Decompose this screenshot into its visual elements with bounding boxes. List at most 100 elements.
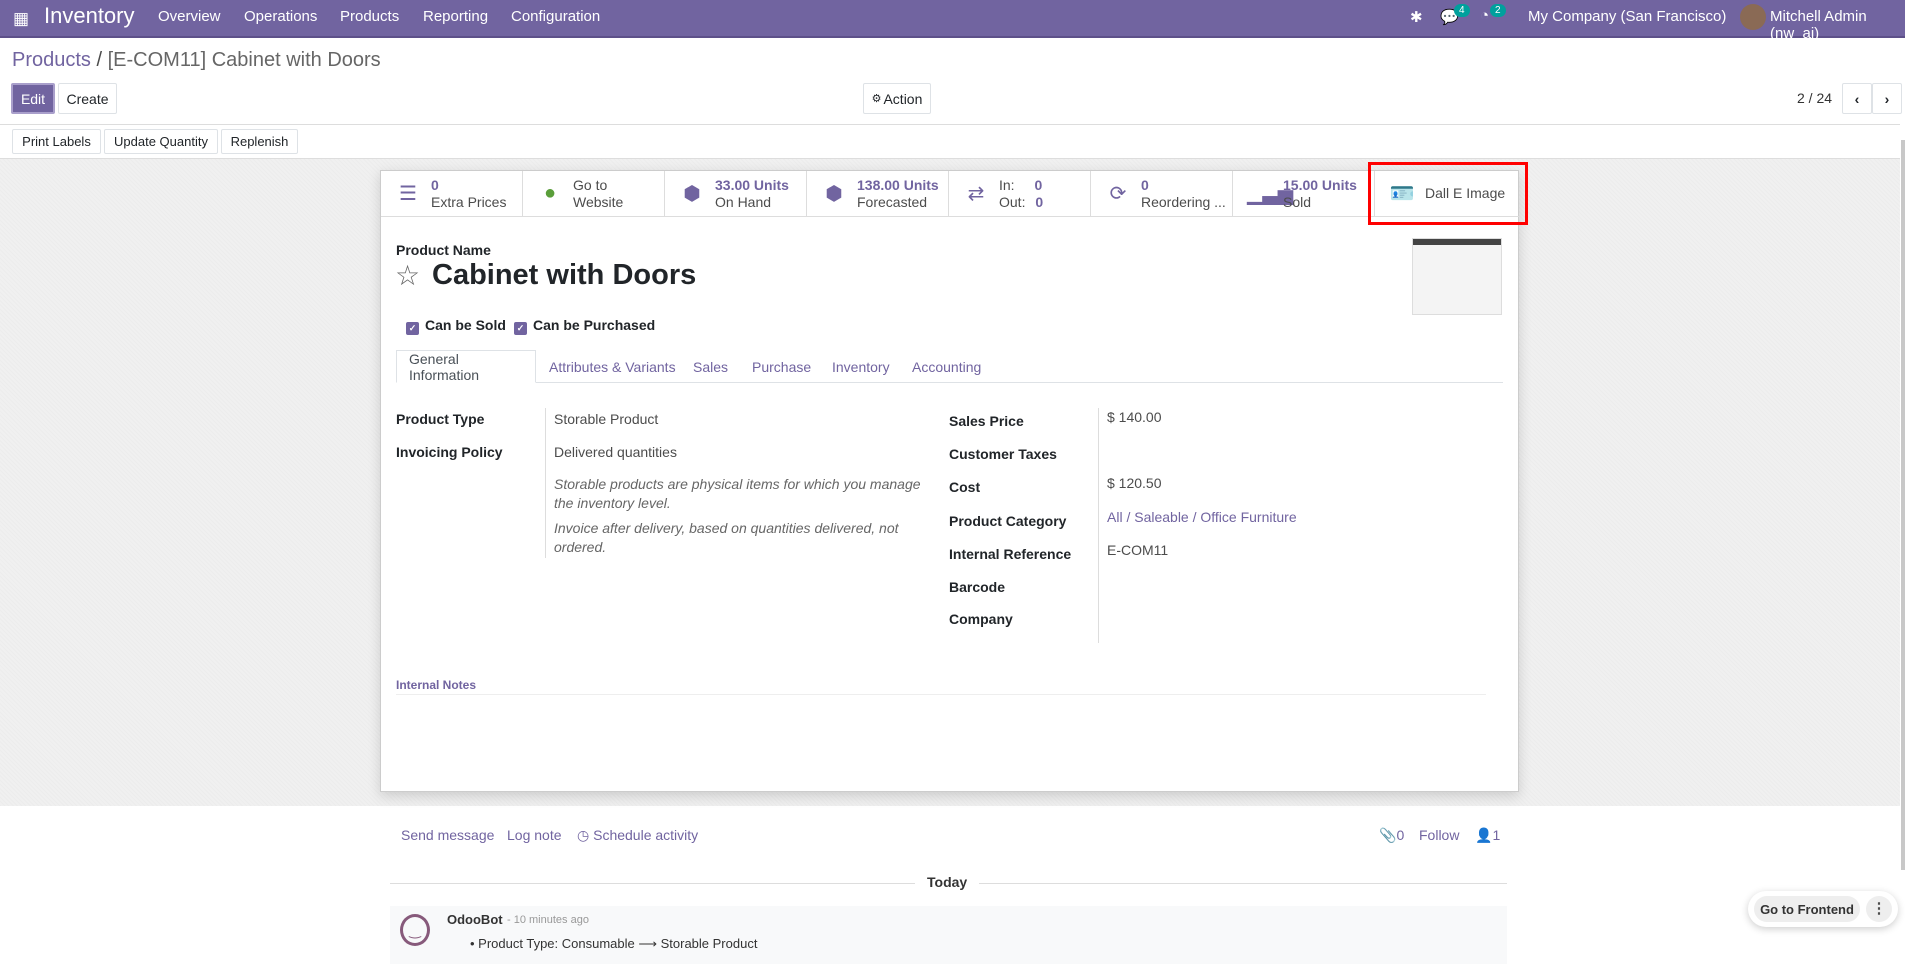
messages-badge: 4 [1454,4,1470,17]
follow-button[interactable]: Follow [1419,827,1460,843]
scrollbar[interactable] [1901,140,1905,870]
frontend-widget: Go to Frontend ⋮ [1748,891,1898,927]
breadcrumb: Products / [E-COM11] Cabinet with Doors [12,49,381,71]
field-divider [1098,408,1099,643]
app-name[interactable]: Inventory [44,3,135,28]
pager-next-button[interactable]: › [1872,83,1902,114]
tab-accounting[interactable]: Accounting [912,358,982,375]
debug-bug-icon[interactable]: ✱ [1410,9,1423,26]
field-value[interactable]: $ 140.00 [1107,409,1162,425]
message-item: ‿ OdooBot - 10 minutes ago • Product Typ… [390,906,1507,964]
log-note-button[interactable]: Log note [507,827,562,843]
tab-purchase[interactable]: Purchase [752,358,812,375]
invoicing-policy-help: Invoice after delivery, based on quantit… [554,520,899,555]
user-avatar[interactable] [1740,4,1766,30]
cubes-icon: ⬢ [825,183,843,205]
product-name-label: Product Name [396,242,491,258]
highlight-box [1368,162,1528,225]
more-options-icon[interactable]: ⋮ [1866,896,1892,922]
stat-in-out[interactable]: ⇄ In: 0 Out: 0 [949,171,1091,217]
print-labels-button[interactable]: Print Labels [12,129,101,154]
menu-overview[interactable]: Overview [158,8,221,25]
attachments-button[interactable]: 📎0 [1379,827,1405,843]
form-sheet: ☰ 0 Extra Prices ● Go to Website ⬢ 33.00 Unit… [380,170,1520,792]
can-be-sold-checkbox[interactable]: ✓ Can be Sold [406,317,506,335]
product-image[interactable] [1412,238,1502,315]
field-value[interactable]: E-COM11 [1107,542,1169,558]
stat-dall-e-image[interactable]: 🪪 Dall E Image [1375,171,1520,217]
message-tracking: • Product Type: Consumable ⟶ Storable Pr… [470,936,758,951]
chevron-left-icon: ‹ [1854,90,1860,107]
invoicing-policy-label: Invoicing Policy [396,444,503,460]
tab-general-information[interactable]: General Information [396,350,536,383]
edit-button[interactable]: Edit [11,83,55,114]
field-label: Company [949,611,1013,627]
activities-badge: 2 [1490,4,1506,17]
can-be-purchased-checkbox[interactable]: ✓ Can be Purchased [514,317,655,335]
field-label: Customer Taxes [949,446,1057,462]
refresh-icon: ⟳ [1109,183,1127,205]
check-icon: ✓ [514,322,527,335]
product-name: Cabinet with Doors [432,259,697,291]
product-type-help: Storable products are physical items for… [554,476,921,511]
today-label: Today [915,874,980,890]
action-button[interactable]: ⚙ Action [863,83,931,114]
list-icon: ☰ [399,183,417,205]
stat-go-to-website[interactable]: ● Go to Website [523,171,665,217]
check-icon: ✓ [406,322,419,335]
field-value[interactable]: All / Saleable / Office Furniture [1107,509,1297,525]
message-time: - 10 minutes ago [507,914,589,926]
field-label: Product Category [949,513,1067,529]
update-quantity-button[interactable]: Update Quantity [104,129,218,154]
breadcrumb-products[interactable]: Products [12,49,91,71]
tabs-border [396,382,1503,383]
stat-forecasted[interactable]: ⬢ 138.00 Units Forecasted [807,171,949,217]
stat-reordering[interactable]: ⟳ 0 Reordering ... [1091,171,1233,217]
go-to-frontend-button[interactable]: Go to Frontend [1754,896,1860,922]
paperclip-icon: 📎 [1379,827,1397,843]
pager-previous-button[interactable]: ‹ [1842,83,1872,114]
breadcrumb-current: [E-COM11] Cabinet with Doors [107,49,381,71]
menu-configuration[interactable]: Configuration [511,8,601,25]
menu-operations[interactable]: Operations [244,8,318,25]
field-label: Sales Price [949,413,1024,429]
divider [0,124,1900,125]
send-message-button[interactable]: Send message [401,827,495,843]
field-label: Internal Reference [949,546,1072,562]
field-value[interactable]: $ 120.50 [1107,475,1162,491]
invoicing-policy-value[interactable]: Delivered quantities [554,444,677,460]
signal-icon: ▁▃▅ [1247,183,1294,205]
product-type-value[interactable]: Storable Product [554,411,659,427]
globe-icon: ● [543,182,557,204]
replenish-button[interactable]: Replenish [221,129,298,154]
field-label: Barcode [949,579,1006,595]
activities-icon[interactable]: ◔ [1480,7,1490,24]
user-menu[interactable]: Mitchell Admin (nw_ai) [1770,8,1867,42]
tab-sales[interactable]: Sales [693,358,729,375]
clock-icon: ◷ [577,827,590,843]
cubes-icon: ⬢ [683,183,701,205]
stat-sold[interactable]: ▁▃▅ 15.00 Units Sold [1233,171,1375,217]
odoobot-avatar: ‿ [400,914,430,946]
menu-products[interactable]: Products [340,8,400,25]
id-card-icon: 🪪 [1389,183,1415,205]
stat-extra-prices[interactable]: ☰ 0 Extra Prices [381,171,523,217]
product-type-label: Product Type [396,411,485,427]
schedule-activity-button[interactable]: ◷ Schedule activity [577,827,699,843]
field-label: Cost [949,479,981,495]
stat-on-hand[interactable]: ⬢ 33.00 Units On Hand [665,171,807,217]
apps-menu-icon[interactable]: ▦ [13,9,30,28]
divider [396,694,1486,695]
user-icon: 👤 [1475,827,1493,843]
menu-reporting[interactable]: Reporting [423,8,489,25]
top-navbar: ▦ Inventory Overview Operations Products… [0,0,1905,42]
tab-inventory[interactable]: Inventory [832,358,890,375]
followers-button[interactable]: 👤1 [1475,827,1501,843]
create-button[interactable]: Create [58,83,117,114]
gear-icon: ⚙ [871,93,882,105]
company-switcher[interactable]: My Company (San Francisco) [1528,8,1727,25]
pager-value: 2 / 24 [1797,90,1833,106]
favorite-star-icon[interactable]: ☆ [395,260,421,291]
tab-attributes-variants[interactable]: Attributes & Variants [549,358,676,375]
message-author[interactable]: OdooBot [447,912,503,927]
